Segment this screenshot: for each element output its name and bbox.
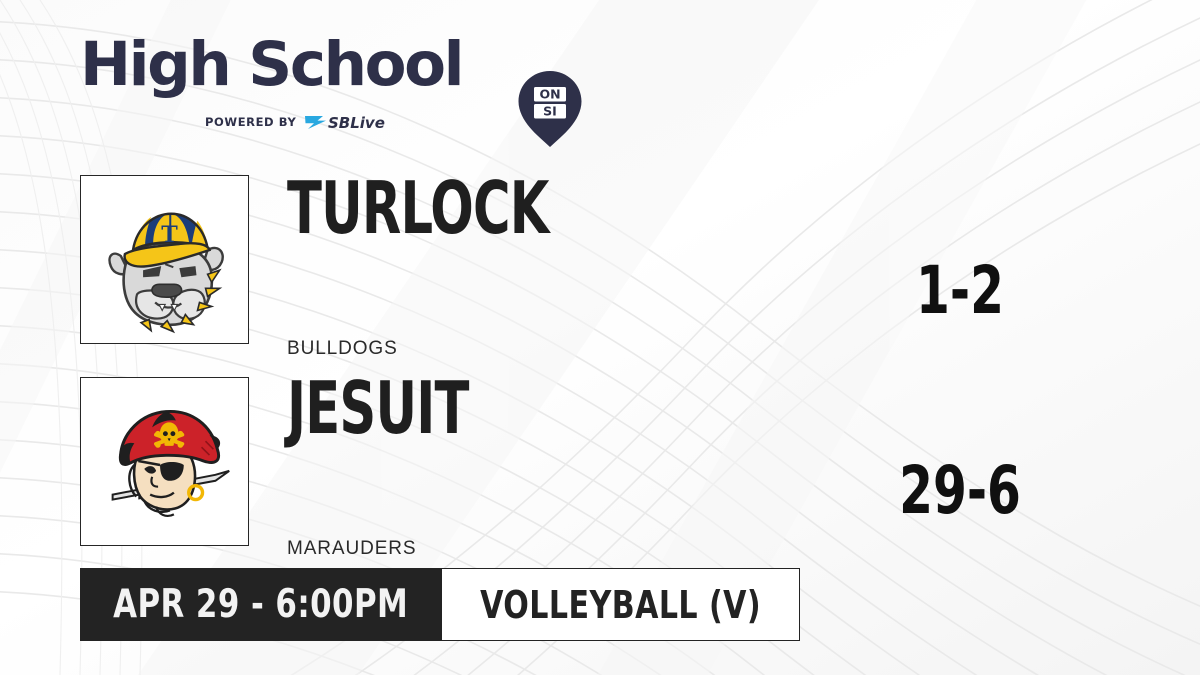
pirate-mascot-icon (111, 410, 230, 517)
game-sport: VOLLEYBALL (V) (480, 582, 761, 627)
game-datetime: APR 29 - 6:00PM (112, 582, 409, 627)
game-info-bar: APR 29 - 6:00PM VOLLEYBALL (V) (80, 568, 800, 641)
powered-by-row: POWERED BY SBLive (205, 112, 399, 132)
brand-header: High School ON SI POWERED BY SBLive (80, 29, 582, 147)
brand-title: High School (80, 29, 465, 100)
team-name-turlock: TURLOCK (287, 166, 549, 250)
powered-by-label: POWERED BY (205, 115, 297, 129)
bulldog-mascot-icon: T (108, 212, 224, 334)
sblive-wordmark: SBLive (328, 114, 385, 132)
team-logo-box-turlock[interactable]: T (80, 175, 249, 344)
cap-monogram: T (161, 222, 178, 248)
onsi-pin-icon: ON SI (518, 71, 582, 147)
game-sport-block: VOLLEYBALL (V) (441, 568, 800, 641)
team-record-turlock: 1-2 (916, 252, 1004, 329)
pin-text-si: SI (543, 103, 557, 118)
team-logo-box-jesuit[interactable] (80, 377, 249, 546)
team-mascot-marauders: MARAUDERS (287, 538, 417, 559)
sblive-logo-icon: SBLive (305, 114, 385, 132)
pin-text-on: ON (539, 86, 560, 101)
game-datetime-block: APR 29 - 6:00PM (80, 568, 441, 641)
team-record-jesuit: 29-6 (899, 452, 1021, 529)
team-name-jesuit: JESUIT (287, 366, 469, 450)
team-mascot-bulldogs: BULLDOGS (287, 338, 398, 359)
